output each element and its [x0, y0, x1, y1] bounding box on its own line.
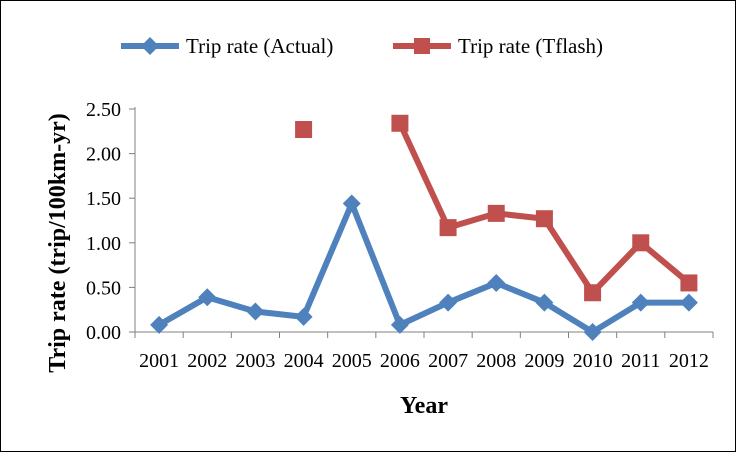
data-point [631, 293, 650, 312]
x-tick-label: 2009 [524, 350, 564, 372]
x-tick-label: 2002 [187, 350, 227, 372]
x-axis: 2001 2002 2003 2004 2005 2006 2007 2008 2009 2010… [134, 331, 714, 372]
y-tick-label: 2.00 [86, 144, 121, 166]
y-axis-title: Trip rate (trip/100km-yr) [45, 113, 71, 373]
data-point [150, 315, 169, 334]
series-line [397, 122, 691, 296]
data-point [439, 219, 457, 237]
x-tick-label: 2008 [476, 350, 516, 372]
data-point [680, 274, 698, 292]
y-axis: 0.00 0.50 1.00 1.50 2.00 2.50 [86, 99, 136, 344]
data-point [246, 302, 265, 321]
legend-label: Trip rate (Tflash) [458, 34, 603, 58]
data-point [535, 293, 554, 312]
x-tick-label: 2001 [139, 350, 179, 372]
series-1 [150, 194, 698, 341]
data-point [342, 194, 361, 213]
legend-label: Trip rate (Actual) [186, 34, 333, 58]
y-tick-label: 1.50 [86, 188, 121, 210]
data-point [390, 315, 409, 334]
data-point [198, 288, 217, 307]
data-point [679, 293, 698, 312]
x-tick-label: 2011 [621, 350, 660, 372]
x-tick-label: 2004 [284, 350, 324, 372]
x-tick-label: 2012 [669, 350, 709, 372]
data-point [295, 121, 313, 139]
legend-marker [414, 38, 430, 54]
series-layer [150, 114, 698, 341]
x-tick-label: 2007 [428, 350, 468, 372]
x-tick-label: 2006 [380, 350, 420, 372]
legend-item-1: Trip rate (Actual) [121, 34, 333, 58]
x-tick-label: 2005 [332, 350, 372, 372]
y-tick-label: 2.50 [86, 99, 121, 121]
data-point [439, 293, 458, 312]
data-point [632, 234, 650, 252]
y-tick-label: 0.00 [86, 322, 121, 344]
x-tick-label: 2003 [235, 350, 275, 372]
data-point [584, 284, 602, 302]
data-point [583, 323, 602, 341]
data-point [487, 204, 505, 222]
data-point [487, 273, 506, 292]
y-tick-label: 1.00 [86, 233, 121, 255]
legend-marker [141, 37, 159, 55]
x-axis-title: Year [400, 393, 448, 419]
y-tick-label: 0.50 [86, 277, 121, 299]
data-point [391, 114, 409, 132]
x-tick-label: 2010 [573, 350, 613, 372]
legend: Trip rate (Actual) Trip rate (Tflash) [121, 34, 603, 58]
series-2 [295, 114, 698, 302]
data-point [535, 210, 553, 228]
data-point [294, 307, 313, 326]
legend-item-2: Trip rate (Tflash) [393, 34, 603, 58]
series-line [157, 200, 689, 335]
